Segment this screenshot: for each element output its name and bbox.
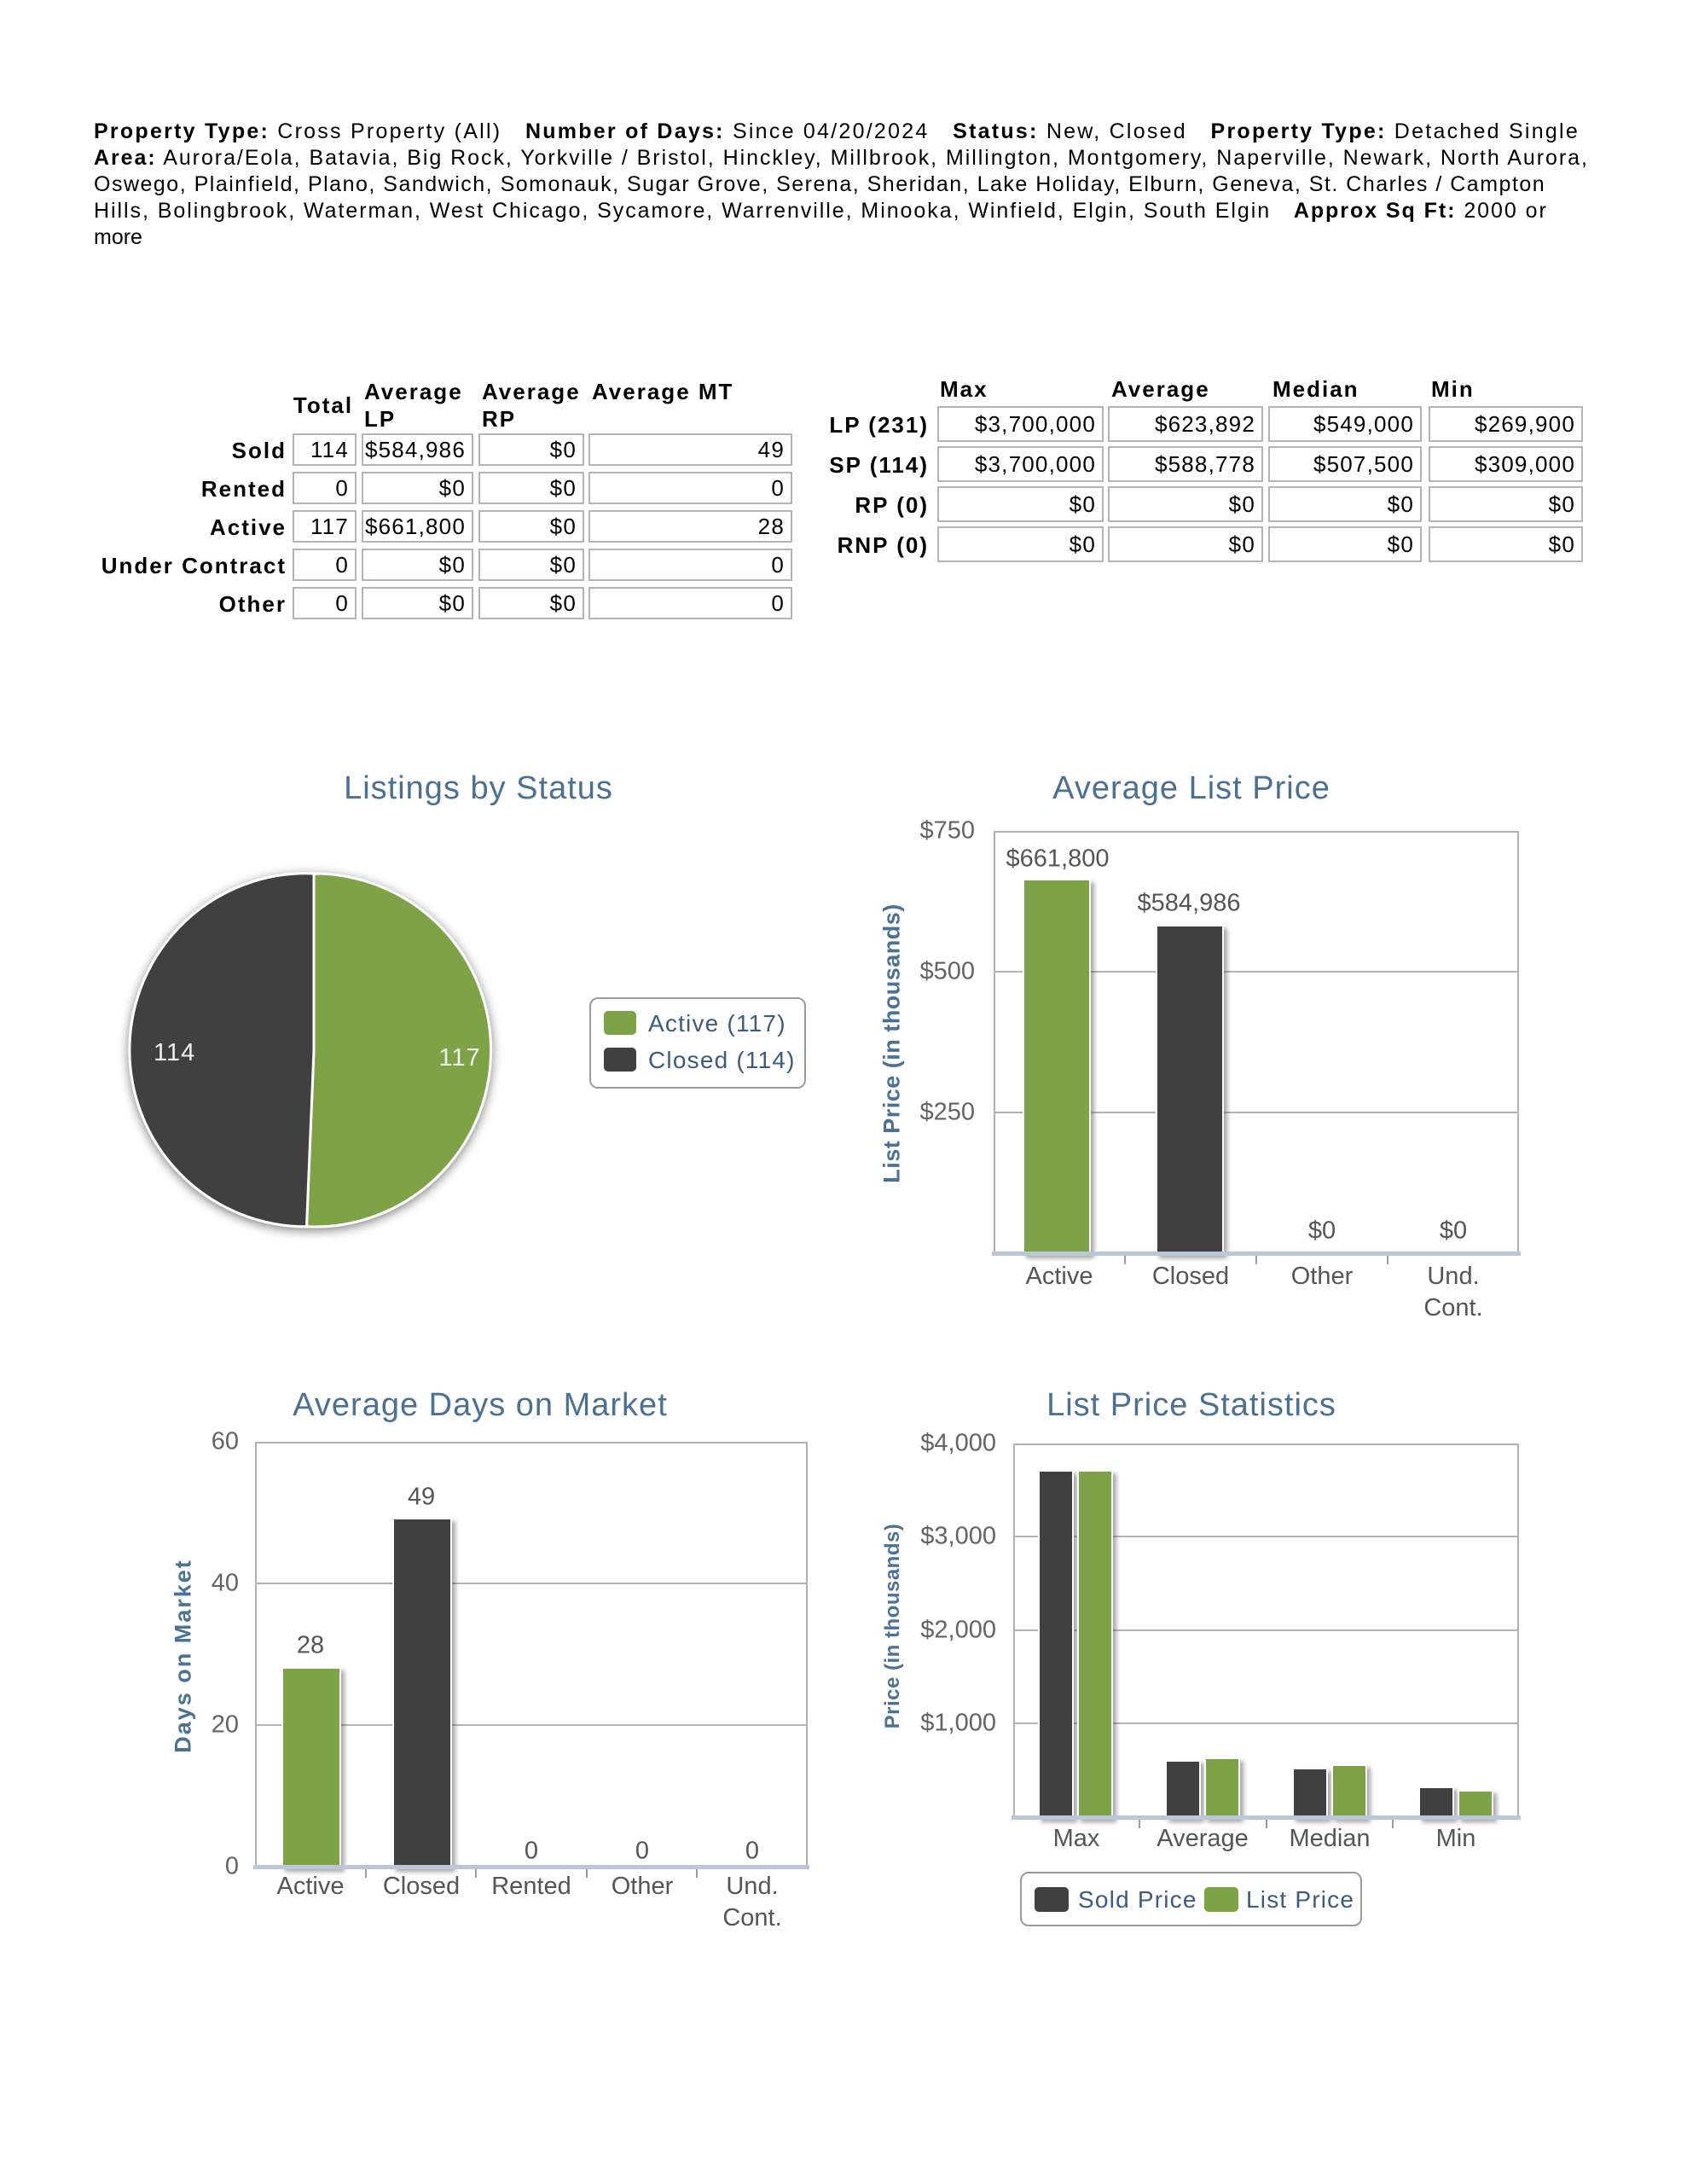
svg-text:117: 117	[438, 1044, 480, 1072]
svg-text:114: 114	[154, 1039, 195, 1066]
